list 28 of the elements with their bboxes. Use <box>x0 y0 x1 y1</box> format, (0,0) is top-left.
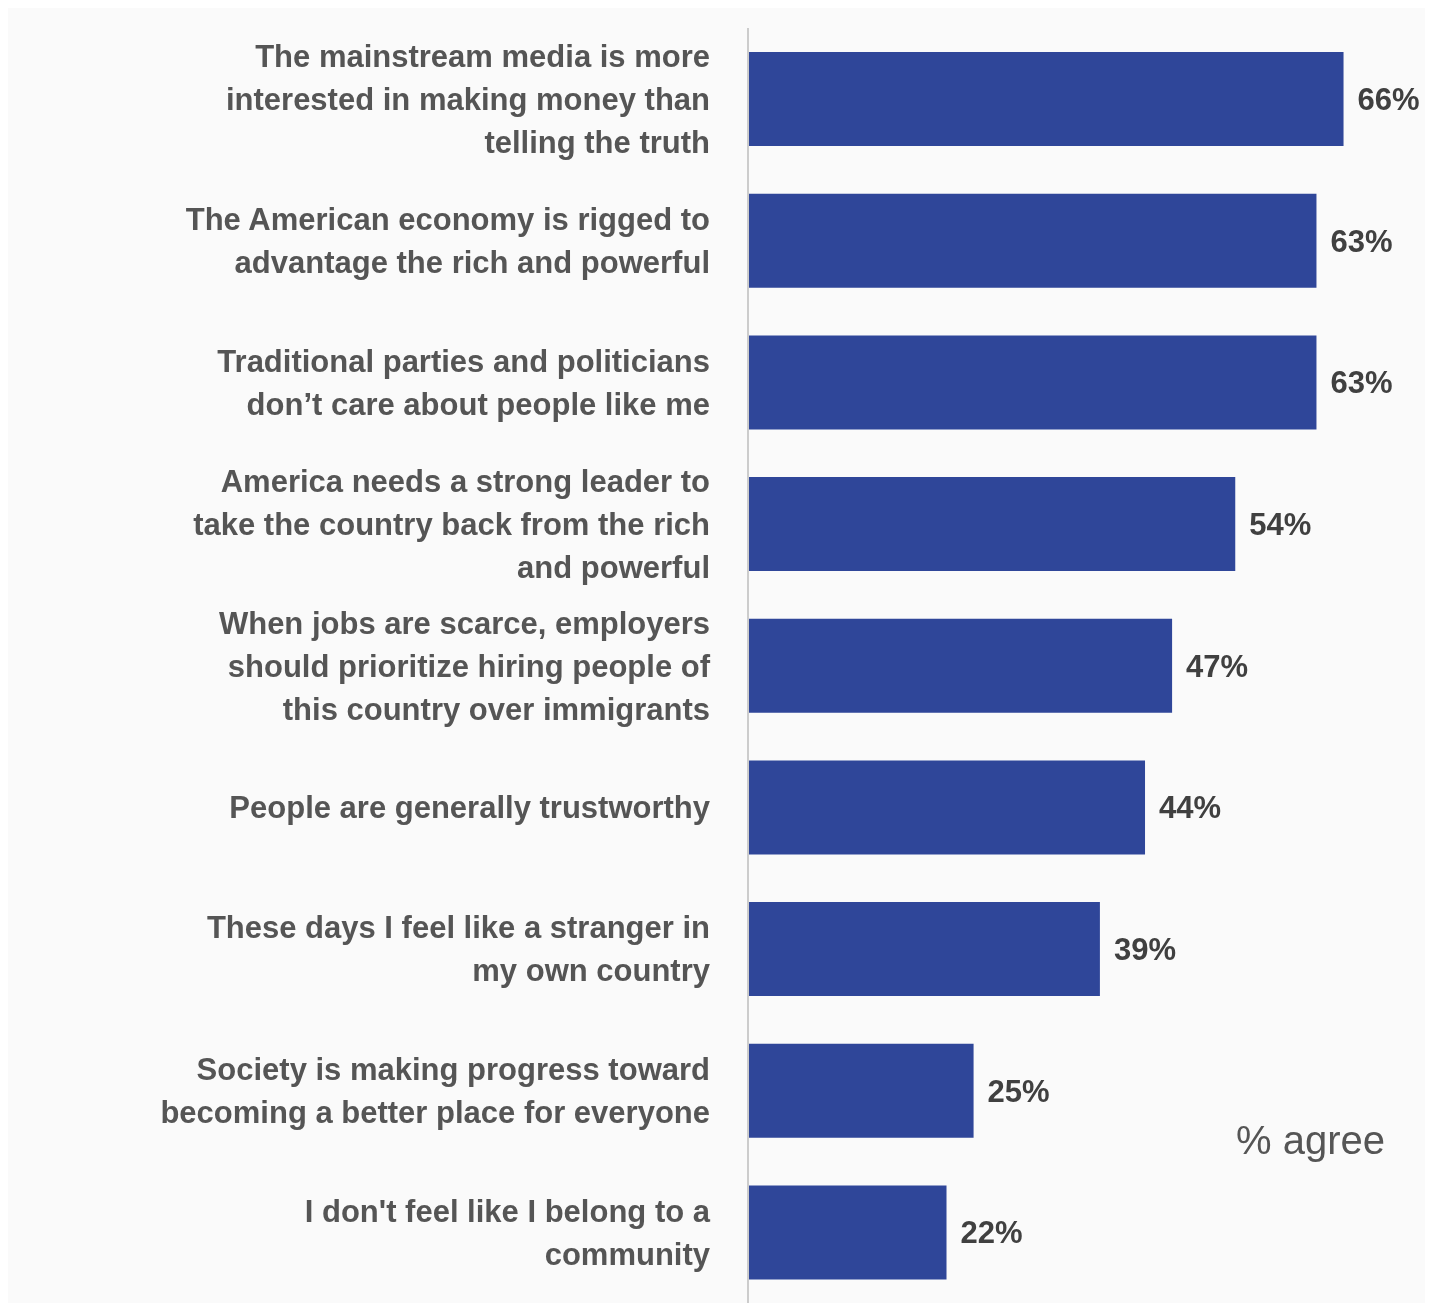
y-tick-label: People are generally trustworthy <box>229 789 711 825</box>
bar <box>748 193 1317 288</box>
data-label: 66% <box>1357 82 1420 118</box>
bar <box>748 902 1100 997</box>
data-label: 63% <box>1330 365 1393 401</box>
data-label: 44% <box>1159 790 1222 826</box>
y-tick-label: The American economy is rigged to advantage the rich and powerful <box>185 201 710 280</box>
bar <box>748 1185 947 1280</box>
bar <box>748 52 1344 147</box>
data-label: 25% <box>987 1073 1050 1109</box>
annotation: % agree <box>1236 1118 1385 1163</box>
y-tick-label: Society is making progress toward becoming a better place for everyone <box>160 1051 710 1130</box>
bar <box>748 335 1317 430</box>
data-label: 22% <box>960 1215 1023 1251</box>
y-tick-label: When jobs are scarce, employers should prioritize hiring people of this country over immigrants <box>218 605 711 726</box>
data-label: 39% <box>1113 932 1176 968</box>
data-label: 63% <box>1330 223 1393 259</box>
bar <box>748 618 1173 713</box>
bar <box>748 760 1146 855</box>
y-tick-label: I don't feel like I belong to a community <box>304 1193 711 1272</box>
y-tick-label: These days I feel like a stranger in my own country <box>206 909 711 988</box>
bar <box>748 477 1236 572</box>
y-tick-label: America needs a strong leader to take the country back from the rich and powerful <box>193 463 710 585</box>
data-label: 47% <box>1186 648 1249 684</box>
y-tick-label: Traditional parties and politicians don’t care about people like me <box>217 343 710 422</box>
data-label: 54% <box>1249 507 1312 543</box>
bar <box>748 1043 974 1138</box>
y-tick-label: The mainstream media is more interested in making money than telling the truth <box>225 38 710 160</box>
